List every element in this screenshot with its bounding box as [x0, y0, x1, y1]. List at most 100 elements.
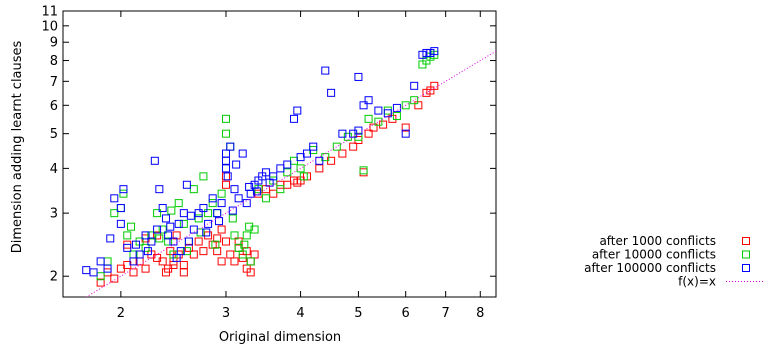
point-after-100000-conflicts	[166, 222, 175, 231]
point-after-10000-conflicts	[182, 247, 191, 256]
point-after-100000-conflicts	[354, 72, 363, 81]
point-after-10000-conflicts	[410, 96, 419, 105]
point-after-100000-conflicts	[217, 199, 226, 208]
point-after-10000-conflicts	[261, 194, 270, 203]
point-after-1000-conflicts	[199, 247, 208, 256]
point-after-10000-conflicts	[242, 231, 251, 240]
point-after-100000-conflicts	[410, 81, 419, 90]
point-after-100000-conflicts	[226, 142, 235, 151]
point-after-100000-conflicts	[129, 257, 138, 266]
y-tick-label: 3	[50, 207, 58, 222]
point-after-1000-conflicts	[194, 237, 203, 246]
point-after-1000-conflicts	[204, 231, 213, 240]
legend-label-after-1000-conflicts: after 1000 conflicts	[599, 234, 716, 248]
legend-label-f-x-x: f(x)=x	[678, 275, 716, 289]
point-after-1000-conflicts	[230, 257, 239, 266]
point-after-10000-conflicts	[127, 222, 136, 231]
point-after-10000-conflicts	[245, 222, 254, 231]
point-after-100000-conflicts	[147, 237, 156, 246]
point-after-1000-conflicts	[250, 250, 259, 259]
point-after-100000-conflicts	[290, 114, 299, 123]
point-after-100000-conflicts	[276, 164, 285, 173]
legend-label-after-100000-conflicts: after 100000 conflicts	[584, 261, 716, 275]
point-after-1000-conflicts	[364, 129, 373, 138]
point-after-100000-conflicts	[221, 164, 230, 173]
point-after-1000-conflicts	[96, 278, 105, 287]
point-after-100000-conflicts	[309, 142, 318, 151]
point-after-100000-conflicts	[392, 103, 401, 112]
point-after-100000-conflicts	[123, 243, 132, 252]
point-after-10000-conflicts	[217, 189, 226, 198]
point-after-10000-conflicts	[359, 166, 368, 175]
point-after-1000-conflicts	[110, 274, 119, 283]
point-after-100000-conflicts	[302, 149, 311, 158]
point-after-1000-conflicts	[221, 237, 230, 246]
x-tick-label: 5	[354, 306, 362, 321]
point-after-100000-conflicts	[214, 217, 223, 226]
point-after-10000-conflicts	[250, 225, 259, 234]
point-after-1000-conflicts	[359, 168, 368, 177]
x-axis-label: Original dimension	[219, 330, 341, 345]
point-after-1000-conflicts	[246, 268, 255, 277]
point-after-10000-conflicts	[226, 142, 235, 151]
point-after-100000-conflicts	[204, 219, 213, 228]
point-after-10000-conflicts	[179, 219, 188, 228]
point-after-100000-conflicts	[293, 106, 302, 115]
point-after-10000-conflicts	[116, 204, 125, 213]
point-after-10000-conflicts	[246, 257, 255, 266]
point-after-100000-conflicts	[401, 129, 410, 138]
point-after-100000-conflicts	[338, 129, 347, 138]
point-after-10000-conflicts	[208, 199, 217, 208]
legend-swatch-after-100000-conflicts	[742, 264, 750, 272]
point-after-10000-conflicts	[167, 206, 176, 215]
point-after-100000-conflicts	[169, 237, 178, 246]
point-after-10000-conflicts	[383, 106, 392, 115]
point-after-100000-conflicts	[116, 219, 125, 228]
point-after-1000-conflicts	[276, 180, 285, 189]
point-after-10000-conflicts	[299, 172, 308, 181]
point-after-100000-conflicts	[283, 160, 292, 169]
y-tick-label: 11	[41, 5, 58, 20]
y-tick-label: 10	[41, 19, 58, 34]
point-after-1000-conflicts	[221, 180, 230, 189]
point-after-10000-conflicts	[158, 225, 167, 234]
point-after-100000-conflicts	[221, 149, 230, 158]
point-after-1000-conflicts	[179, 268, 188, 277]
point-after-1000-conflicts	[430, 81, 439, 90]
x-tick-label: 2	[117, 306, 125, 321]
point-after-100000-conflicts	[327, 88, 336, 97]
y-axis-label: Dimension adding learnt clauses	[10, 40, 25, 253]
point-after-1000-conflicts	[283, 180, 292, 189]
point-after-100000-conflicts	[213, 209, 222, 218]
point-after-100000-conflicts	[143, 247, 152, 256]
point-after-100000-conflicts	[179, 209, 188, 218]
point-after-100000-conflicts	[221, 156, 230, 165]
point-after-1000-conflicts	[213, 234, 222, 243]
y-tick-label: 4	[50, 162, 58, 177]
point-after-100000-conflicts	[359, 101, 368, 110]
y-tick-label: 8	[50, 54, 58, 69]
point-after-10000-conflicts	[296, 164, 305, 173]
point-after-10000-conflicts	[364, 114, 373, 123]
x-tick-label: 8	[476, 306, 484, 321]
point-after-100000-conflicts	[184, 237, 193, 246]
point-after-100000-conflicts	[223, 172, 232, 181]
point-after-100000-conflicts	[89, 268, 98, 277]
x-tick-label: 6	[402, 306, 410, 321]
point-after-10000-conflicts	[332, 142, 341, 151]
point-after-100000-conflicts	[232, 160, 241, 169]
point-after-1000-conflicts	[349, 142, 358, 151]
point-after-1000-conflicts	[226, 250, 235, 259]
point-after-10000-conflicts	[199, 172, 208, 181]
legend-label-after-10000-conflicts: after 10000 conflicts	[592, 248, 716, 262]
point-after-100000-conflicts	[354, 126, 363, 135]
point-after-100000-conflicts	[153, 225, 162, 234]
point-after-1000-conflicts	[414, 101, 423, 110]
point-after-100000-conflicts	[96, 257, 105, 266]
point-after-10000-conflicts	[276, 185, 285, 194]
point-after-1000-conflicts	[315, 164, 324, 173]
point-after-10000-conflicts	[103, 257, 112, 266]
point-after-100000-conflicts	[116, 204, 125, 213]
